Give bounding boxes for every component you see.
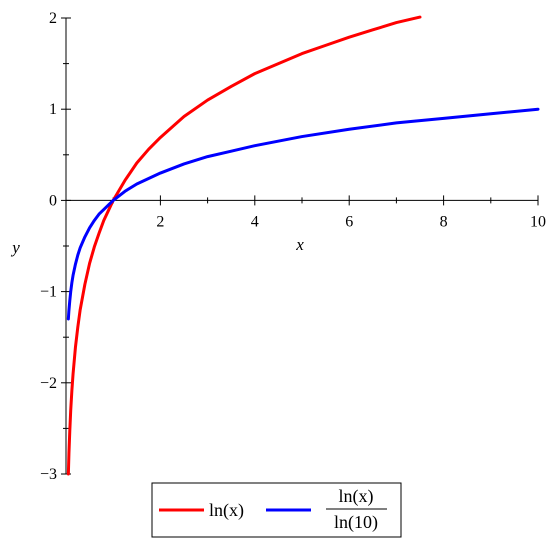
legend-label-log10-numerator: ln(x) bbox=[339, 486, 374, 507]
x-tick-label: 4 bbox=[251, 213, 259, 230]
x-tick-label: 2 bbox=[156, 213, 164, 230]
series-layer bbox=[66, 15, 540, 476]
y-tick-label: −2 bbox=[40, 375, 57, 392]
x-axis-label: x bbox=[295, 235, 304, 254]
x-tick-label: 10 bbox=[530, 213, 546, 230]
y-tick-label: 2 bbox=[49, 10, 57, 27]
x-tick-label: 8 bbox=[440, 213, 448, 230]
y-tick-label: −1 bbox=[40, 284, 57, 301]
series-line-log10 bbox=[66, 107, 540, 321]
legend-label-ln: ln(x) bbox=[209, 500, 244, 521]
series-line-ln bbox=[66, 15, 422, 476]
y-tick-label: 0 bbox=[49, 192, 57, 209]
x-tick-label: 6 bbox=[345, 213, 353, 230]
y-tick-label: −3 bbox=[40, 466, 57, 483]
y-tick-label: 1 bbox=[49, 101, 57, 118]
ticks: 2 4 6 8 10 −3 −2 −1 0 1 2 bbox=[40, 10, 546, 483]
legend: ln(x) ln(x) ln(10) bbox=[151, 482, 402, 538]
legend-label-log10-denominator: ln(10) bbox=[334, 512, 378, 533]
y-axis-label: y bbox=[10, 238, 20, 257]
